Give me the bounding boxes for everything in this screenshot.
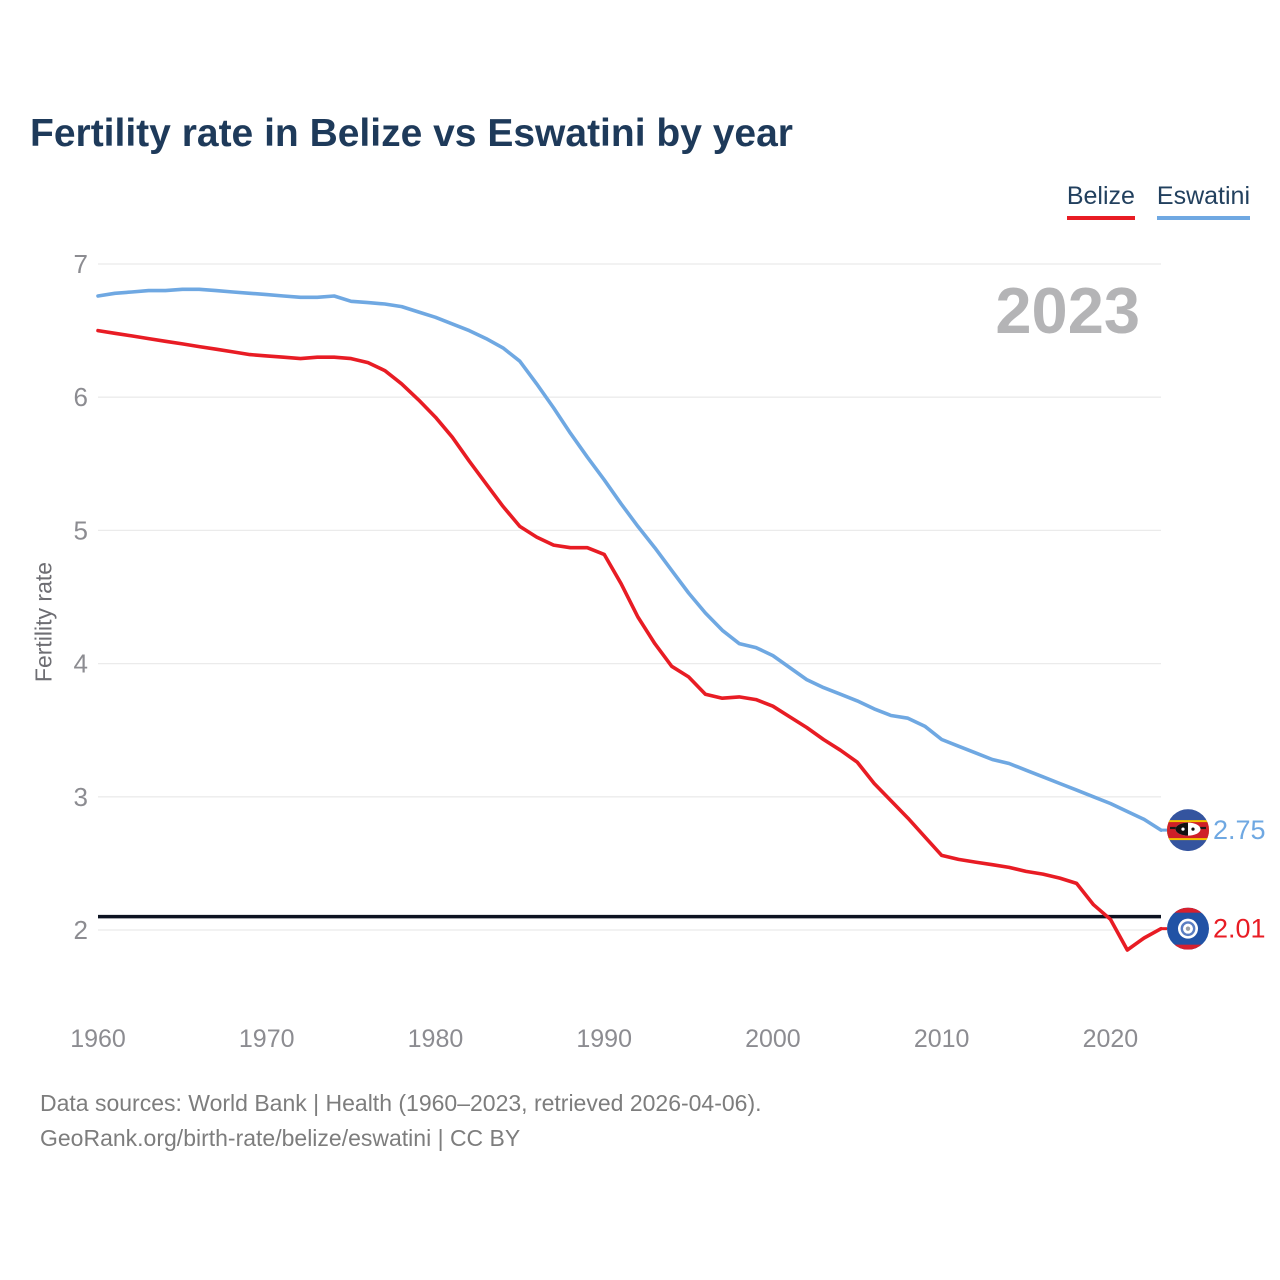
legend-item-eswatini[interactable]: Eswatini [1156,182,1250,220]
legend-label-eswatini: Eswatini [1156,182,1250,210]
belize-flag-icon [1167,907,1209,950]
x-tick-label-1980: 1980 [408,1025,464,1053]
y-tick-label-6: 6 [74,382,88,412]
x-tick-label-1990: 1990 [576,1025,632,1053]
series-line-eswatini[interactable] [96,287,1163,832]
year-watermark: 2023 [995,274,1140,347]
x-tick-label-2020: 2020 [1083,1025,1139,1053]
y-tick-label-5: 5 [74,515,88,545]
legend-swatch-belize [1066,215,1135,220]
footer-link-line: GeoRank.org/birth-rate/belize/eswatini |… [40,1125,521,1151]
end-value-label-belize: 2.01 [1213,914,1266,944]
legend-label-belize: Belize [1066,182,1135,210]
y-tick-label-7: 7 [74,249,88,279]
y-tick-label-3: 3 [74,782,88,812]
series-line-belize[interactable] [96,328,1163,952]
eswatini-flag-icon [1167,809,1209,852]
x-tick-label-1960: 1960 [70,1025,126,1053]
end-value-label-eswatini: 2.75 [1213,815,1266,845]
page-title: Fertility rate in Belize vs Eswatini by … [30,112,793,155]
y-tick-label-4: 4 [74,649,88,679]
legend: Belize Eswatini [1066,182,1250,220]
y-tick-label-2: 2 [74,915,88,945]
x-tick-label-2000: 2000 [745,1025,801,1053]
x-tick-label-1970: 1970 [239,1025,295,1053]
legend-item-belize[interactable]: Belize [1066,182,1135,220]
legend-swatch-eswatini [1156,215,1250,220]
x-tick-label-2010: 2010 [914,1025,970,1053]
footer-source-line: Data sources: World Bank | Health (1960–… [40,1090,762,1116]
